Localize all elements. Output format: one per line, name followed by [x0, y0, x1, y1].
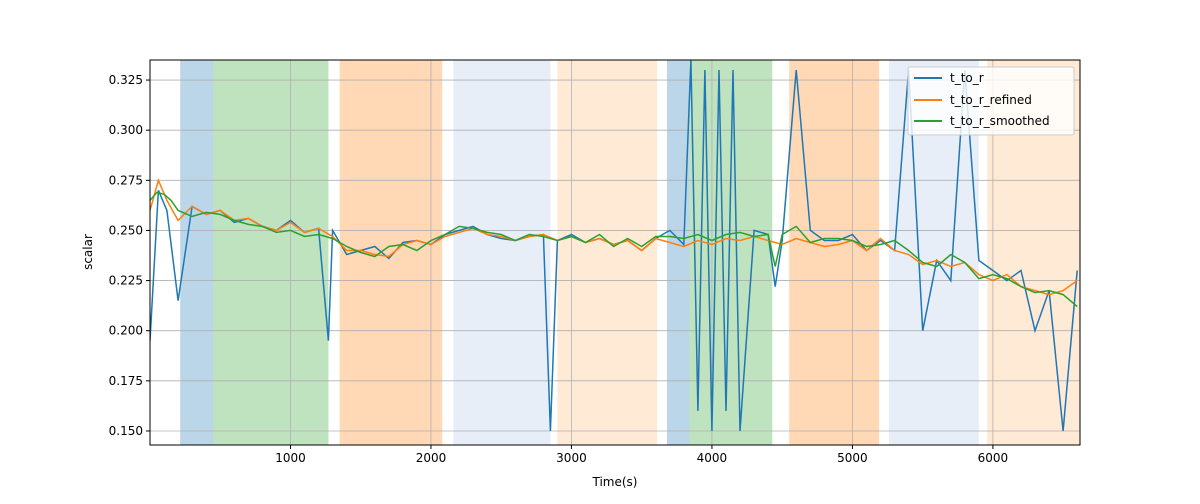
x-tick-label: 6000 — [978, 451, 1009, 465]
y-tick-label: 0.300 — [109, 123, 143, 137]
x-tick-label: 2000 — [416, 451, 447, 465]
x-axis-ticks: 1000 2000 3000 4000 5000 6000 — [275, 445, 1008, 465]
x-tick-label: 4000 — [697, 451, 728, 465]
y-axis-ticks: 0.150 0.175 0.200 0.225 0.250 0.275 0.300 0.325 — [109, 73, 150, 438]
legend-label-t_to_r_smoothed: t_to_r_smoothed — [950, 114, 1050, 128]
x-tick-label: 1000 — [275, 451, 306, 465]
legend-label-t_to_r: t_to_r — [950, 71, 984, 85]
y-tick-label: 0.150 — [109, 424, 143, 438]
series-line-t_to_r_smoothed — [150, 191, 1078, 308]
series-line-t_to_r_refined — [150, 178, 1078, 296]
legend: t_to_r t_to_r_refined t_to_r_smoothed — [907, 66, 1075, 136]
x-tick-label: 5000 — [837, 451, 868, 465]
legend-label-t_to_r_refined: t_to_r_refined — [950, 93, 1032, 107]
y-tick-label: 0.175 — [109, 374, 143, 388]
y-axis-label: scalar — [81, 234, 95, 270]
x-tick-label: 3000 — [556, 451, 587, 465]
y-tick-label: 0.275 — [109, 173, 143, 187]
series-lines — [150, 60, 1078, 432]
y-tick-label: 0.225 — [109, 274, 143, 288]
legend-box — [907, 66, 1075, 136]
shaded-region-3 — [453, 60, 551, 445]
grid-lines — [150, 60, 1080, 445]
shaded-region-5 — [666, 60, 690, 445]
y-tick-label: 0.250 — [109, 223, 143, 237]
shaded-region-4 — [557, 60, 658, 445]
shaded-region-7 — [789, 60, 880, 445]
y-tick-label: 0.200 — [109, 324, 143, 338]
y-tick-label: 0.325 — [109, 73, 143, 87]
x-axis-label: Time(s) — [592, 475, 638, 489]
plot-frame — [149, 59, 1081, 446]
shaded-region-1 — [213, 60, 329, 445]
